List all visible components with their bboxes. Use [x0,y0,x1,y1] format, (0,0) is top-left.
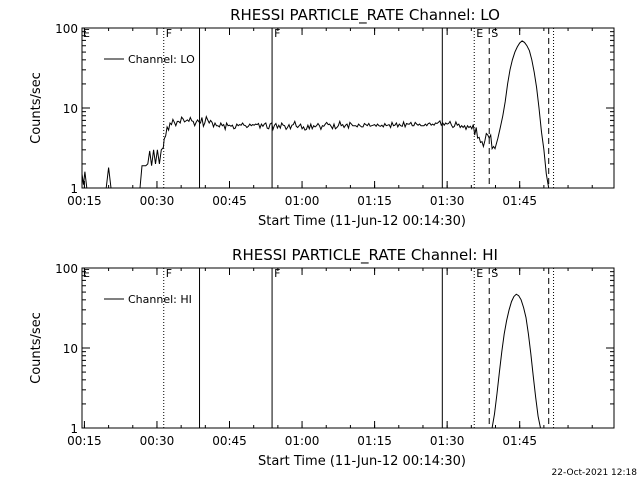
footer-date: 22-Oct-2021 12:18 [552,468,638,478]
series-line [81,171,88,189]
plot-frame [81,27,615,189]
marker-label: F [274,27,280,40]
x-tick-label: 01:00 [285,434,320,448]
marker-label: S [491,27,498,40]
x-tick-label: 01:45 [502,194,537,208]
x-tick-label: 01:15 [357,434,392,448]
x-tick-label: 01:15 [357,194,392,208]
legend-label: Channel: HI [128,293,192,306]
x-tick-label: 00:45 [212,194,247,208]
legend-label: Channel: LO [128,53,195,66]
x-tick-label: 01:30 [430,194,465,208]
marker-label: E [476,27,483,40]
y-tick-label: 10 [63,342,78,356]
panel-lo: RHESSI PARTICLE_RATE Channel: LO Counts/s… [29,6,615,229]
marker-label: F [166,27,172,40]
marker-label: F [274,267,280,280]
marker-label: E [83,267,90,280]
y-axis-label: Counts/sec [29,72,44,144]
y-tick-label: 100 [55,262,78,276]
marker-label: E [83,27,90,40]
marker-label: F [166,267,172,280]
series-line [105,167,112,189]
chart-title: RHESSI PARTICLE_RATE Channel: LO [230,6,500,25]
y-tick-label: 1 [70,182,78,196]
y-tick-label: 10 [63,102,78,116]
x-tick-label: 01:30 [430,434,465,448]
series-line [139,40,550,189]
y-tick-label: 100 [55,22,78,36]
chart-title: RHESSI PARTICLE_RATE Channel: HI [232,246,498,265]
x-tick-label: 00:15 [67,434,102,448]
y-tick-label: 1 [70,422,78,436]
series-line [491,293,541,429]
x-tick-label: 00:15 [67,194,102,208]
x-tick-label: 00:30 [140,434,175,448]
x-tick-label: 01:00 [285,194,320,208]
marker-label: E [476,267,483,280]
x-axis-label: Start Time (11-Jun-12 00:14:30) [258,454,466,469]
y-axis-label: Counts/sec [29,312,44,384]
panel-hi: RHESSI PARTICLE_RATE Channel: HI Counts/s… [29,246,615,469]
x-tick-label: 00:45 [212,434,247,448]
marker-label: S [491,267,498,280]
x-tick-label: 00:30 [140,194,175,208]
plot-frame [81,267,615,429]
x-tick-label: 01:45 [502,434,537,448]
x-axis-label: Start Time (11-Jun-12 00:14:30) [258,214,466,229]
